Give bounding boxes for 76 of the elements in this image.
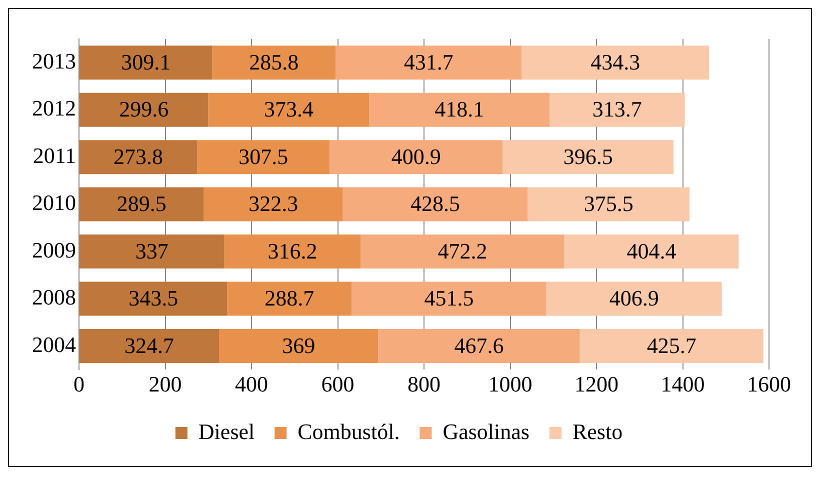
- bar: [550, 92, 685, 127]
- bar: [564, 234, 739, 269]
- data-label: 343.5: [128, 286, 178, 311]
- data-label: 273.8: [114, 144, 164, 169]
- x-tick-label: 400: [235, 372, 268, 397]
- bar: [80, 46, 212, 80]
- data-label: 369: [282, 332, 316, 358]
- data-label: 375.5: [584, 191, 634, 216]
- data-label: 309.1: [121, 49, 171, 74]
- legend-label: Gasolinas: [442, 418, 530, 444]
- bar: [580, 328, 764, 363]
- data-label: 396.5: [563, 144, 613, 169]
- x-tick-label: 1400: [660, 372, 705, 397]
- bar: [522, 46, 710, 80]
- bar: [502, 140, 674, 174]
- legend-label: Combustól.: [298, 418, 400, 444]
- x-tick-label: 1000: [488, 372, 532, 397]
- y-tick-label: 2008: [32, 284, 76, 310]
- bar: [369, 92, 550, 127]
- bar: [80, 328, 220, 363]
- bar: [227, 282, 352, 316]
- data-label: 434.3: [590, 49, 640, 74]
- data-label: 451.5: [424, 286, 474, 311]
- data-label: 337: [135, 238, 168, 264]
- data-label: 431.7: [404, 49, 454, 74]
- bar: [342, 187, 528, 222]
- bar: [528, 187, 690, 222]
- bar: [197, 140, 330, 174]
- y-tick-label: 2009: [32, 237, 76, 262]
- bar: [360, 234, 564, 269]
- data-label: 406.9: [609, 286, 659, 311]
- bar: [204, 187, 343, 222]
- legend-label: Diesel: [198, 418, 255, 444]
- data-label: 425.7: [646, 332, 696, 358]
- bar: [80, 187, 204, 222]
- bar: [80, 282, 228, 316]
- data-label: 324.7: [124, 332, 174, 358]
- data-label: 313.7: [592, 96, 642, 122]
- bar: [212, 46, 336, 80]
- bar: [352, 282, 546, 316]
- data-label: 322.3: [248, 191, 298, 216]
- data-label: 467.6: [454, 332, 504, 358]
- bar: [336, 46, 522, 80]
- data-label: 404.4: [626, 238, 676, 264]
- bar: [80, 234, 224, 269]
- bar: [378, 328, 580, 363]
- data-label: 400.9: [391, 144, 441, 169]
- bar: [80, 92, 208, 127]
- bar: [208, 92, 370, 127]
- data-label: 289.5: [116, 191, 166, 216]
- data-label: 428.5: [410, 191, 460, 216]
- x-tick-label: 1200: [574, 372, 618, 397]
- bar: [546, 282, 722, 316]
- data-label: 316.2: [268, 238, 318, 264]
- x-tick-label: 200: [148, 372, 182, 397]
- bar: [219, 328, 378, 363]
- y-tick-label: 2013: [32, 48, 76, 74]
- data-label: 285.8: [249, 49, 299, 74]
- data-label: 288.7: [264, 286, 314, 311]
- data-label: 299.6: [119, 96, 169, 122]
- data-label: 373.4: [264, 96, 314, 122]
- data-label: 472.2: [438, 238, 488, 264]
- x-tick-label: 1600: [747, 372, 791, 397]
- y-tick-label: 2004: [32, 332, 76, 357]
- x-tick-label: 600: [321, 372, 354, 397]
- y-tick-label: 2012: [32, 96, 76, 121]
- x-tick-label: 0: [74, 372, 84, 397]
- x-tick-label: 800: [408, 372, 440, 397]
- bar: [330, 140, 503, 174]
- y-tick-label: 2010: [32, 190, 76, 216]
- y-tick-label: 2011: [32, 142, 76, 168]
- legend-label: Resto: [572, 418, 623, 444]
- bar: [224, 234, 361, 269]
- data-label: 418.1: [434, 96, 484, 122]
- data-label: 307.5: [238, 144, 288, 169]
- bar: [80, 140, 198, 174]
